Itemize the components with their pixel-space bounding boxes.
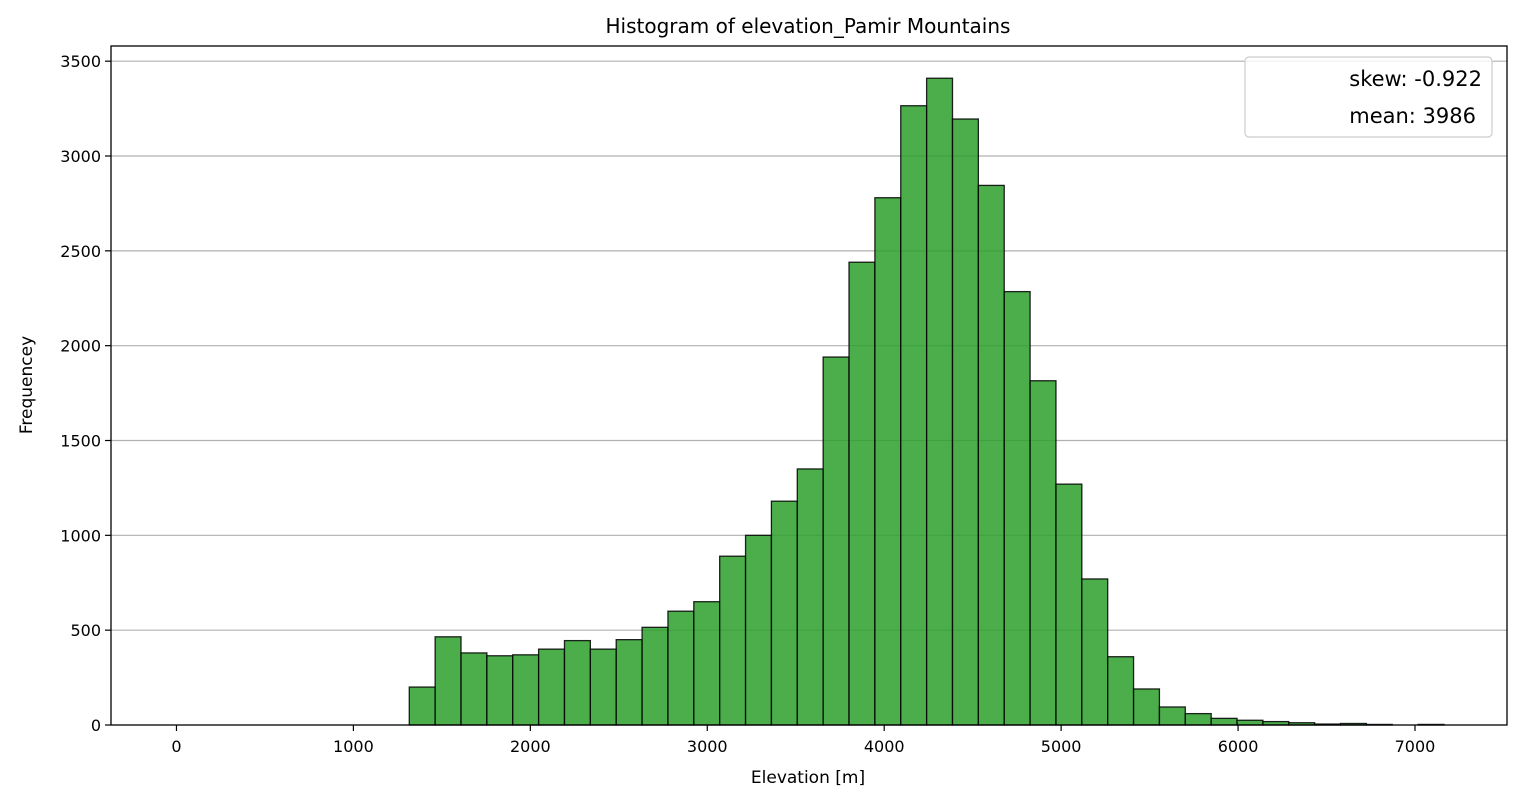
histogram-bar	[977, 184, 1005, 726]
histogram-bar	[770, 500, 798, 726]
histogram-bar	[925, 77, 954, 726]
histogram-bar	[744, 534, 773, 726]
histogram-bar	[667, 610, 695, 726]
y-tick-label: 2500	[60, 242, 101, 261]
chart-title: Histogram of elevation_Pamir Mountains	[606, 14, 1011, 38]
legend-box	[1244, 56, 1493, 138]
histogram-bar	[615, 639, 643, 726]
histogram-bar	[693, 601, 721, 726]
histogram-bar	[589, 648, 617, 726]
y-tick-label: 1000	[60, 526, 101, 545]
histogram-bar	[408, 686, 436, 726]
histogram-bar	[563, 639, 591, 726]
histogram-bar	[1055, 483, 1083, 726]
histogram-bar	[1029, 380, 1057, 726]
histogram-bar	[1184, 712, 1212, 726]
x-tick-label: 0	[171, 737, 181, 756]
y-tick-label: 2000	[60, 337, 101, 356]
y-tick-label: 1500	[60, 432, 101, 451]
y-tick-label: 500	[70, 621, 101, 640]
x-axis-label: Elevation [m]	[751, 768, 865, 788]
histogram-bar	[951, 118, 980, 726]
histogram-bar	[848, 261, 876, 726]
x-tick-label: 3000	[687, 737, 728, 756]
x-tick-label: 4000	[864, 737, 905, 756]
grid-lines	[111, 60, 1507, 631]
x-tick-label: 2000	[510, 737, 551, 756]
histogram-bar	[537, 648, 566, 726]
histogram-bar	[1107, 656, 1135, 726]
x-tick-label: 1000	[333, 737, 374, 756]
x-tick-label: 7000	[1395, 737, 1436, 756]
legend-skew: skew: -0.922	[1349, 67, 1482, 91]
y-tick-label: 3000	[60, 147, 101, 166]
histogram-bar	[1210, 717, 1238, 726]
histogram-bar	[512, 654, 540, 726]
histogram-bar	[1236, 719, 1264, 726]
histogram-bar	[486, 655, 514, 726]
histogram-bar	[1081, 578, 1109, 726]
histogram-bars	[408, 77, 1445, 726]
histogram-bar	[460, 652, 488, 726]
histogram-bar	[874, 197, 902, 726]
histogram-bar	[719, 555, 747, 726]
x-axis-ticks: 0 1000 2000 3000 4000 5000 6000 7000	[171, 725, 1435, 756]
histogram-bar	[1158, 706, 1186, 726]
legend: skew: -0.922 mean: 3986	[1244, 56, 1493, 138]
x-tick-label: 5000	[1041, 737, 1082, 756]
histogram-bar	[900, 105, 928, 726]
y-tick-label: 0	[91, 716, 101, 735]
histogram-bar	[641, 626, 669, 726]
y-axis-ticks: 0 500 1000 1500 2000 2500 3000 3500	[60, 52, 111, 735]
plot-frame	[110, 45, 1508, 726]
y-axis-label: Frequencey	[17, 336, 37, 434]
histogram-bar	[796, 468, 824, 726]
histogram-bar	[1003, 290, 1031, 726]
histogram-bar	[434, 636, 462, 726]
histogram-bar	[1132, 688, 1161, 726]
legend-mean: mean: 3986	[1349, 104, 1476, 128]
x-tick-label: 6000	[1218, 737, 1259, 756]
histogram-bar	[822, 356, 850, 726]
y-tick-label: 3500	[60, 52, 101, 71]
